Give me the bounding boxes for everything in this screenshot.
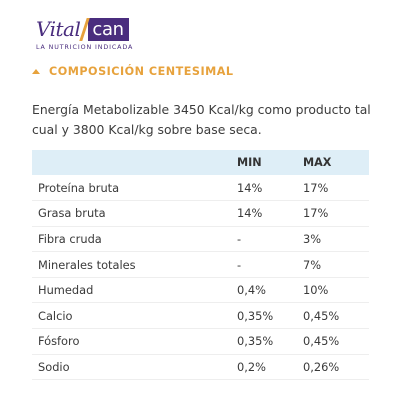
- nutrient-max: 17%: [303, 180, 329, 195]
- nutrient-name: Calcio: [38, 308, 73, 323]
- logo-text-vital: Vital: [36, 17, 81, 41]
- section-toggle[interactable]: COMPOSICIÓN CENTESIMAL: [32, 65, 234, 78]
- nutrient-min: 14%: [237, 180, 263, 195]
- table-row: Humedad 0,4% 10%: [32, 277, 369, 303]
- table-row: Minerales totales - 7%: [32, 252, 369, 278]
- table-row: Grasa bruta 14% 17%: [32, 201, 369, 227]
- column-header-name: [32, 150, 237, 175]
- nutrient-max: 0,45%: [303, 334, 340, 349]
- nutrient-name: Grasa bruta: [38, 206, 106, 221]
- section-title: COMPOSICIÓN CENTESIMAL: [49, 65, 234, 78]
- table-row: Fibra cruda - 3%: [32, 226, 369, 252]
- chevron-up-icon: [32, 69, 40, 74]
- table-row: Sodio 0,2% 0,26%: [32, 354, 369, 380]
- nutrient-max: 3%: [303, 231, 322, 246]
- nutrient-min: 0,2%: [237, 359, 266, 374]
- nutrient-min: 0,4%: [237, 283, 266, 298]
- column-header-max: MAX: [303, 156, 332, 169]
- nutrient-min: 0,35%: [237, 308, 274, 323]
- logo-wordmark: Vital can: [36, 18, 133, 41]
- nutrient-name: Minerales totales: [38, 257, 136, 272]
- nutrient-max: 0,45%: [303, 308, 340, 323]
- nutrient-min: -: [237, 231, 242, 246]
- nutrient-name: Proteína bruta: [38, 180, 120, 195]
- table-row: Calcio 0,35% 0,45%: [32, 303, 369, 329]
- nutrient-max: 10%: [303, 283, 329, 298]
- brand-logo[interactable]: Vital can LA NUTRICION INDICADA: [36, 18, 134, 52]
- nutrient-max: 7%: [303, 257, 322, 272]
- table-row: Fósforo 0,35% 0,45%: [32, 329, 369, 355]
- table-row: Proteína bruta 14% 17%: [32, 175, 369, 201]
- nutrient-name: Fibra cruda: [38, 231, 102, 246]
- logo-text-can: can: [88, 18, 129, 41]
- nutrient-name: Humedad: [38, 283, 94, 298]
- composition-table: MIN MAX Proteína bruta 14% 17% Grasa bru…: [32, 150, 369, 380]
- nutrient-name: Sodio: [38, 359, 70, 374]
- nutrient-max: 17%: [303, 206, 329, 221]
- nutrient-max: 0,26%: [303, 359, 340, 374]
- energy-description: Energía Metabolizable 3450 Kcal/kg como …: [32, 102, 371, 137]
- logo-tagline: LA NUTRICION INDICADA: [36, 44, 134, 51]
- nutrient-min: 14%: [237, 206, 263, 221]
- table-header-row: MIN MAX: [32, 150, 369, 175]
- nutrient-min: -: [237, 257, 242, 272]
- nutrient-min: 0,35%: [237, 334, 274, 349]
- nutrient-name: Fósforo: [38, 334, 80, 349]
- column-header-min: MIN: [237, 156, 262, 169]
